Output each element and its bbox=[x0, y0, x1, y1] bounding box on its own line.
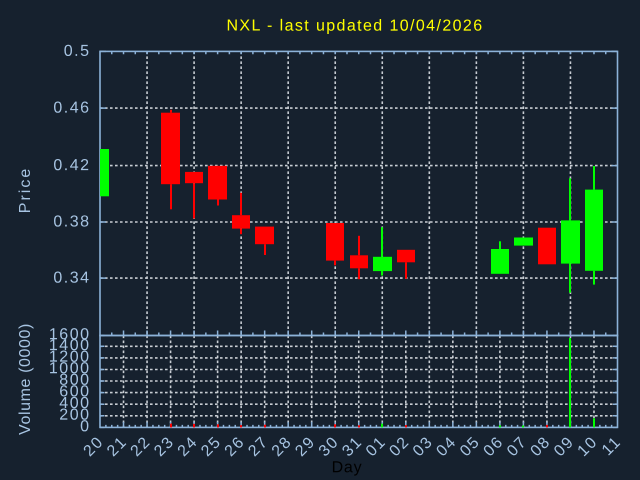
svg-text:NXL - last updated 10/04/2026: NXL - last updated 10/04/2026 bbox=[226, 18, 483, 35]
svg-text:0: 0 bbox=[80, 418, 90, 435]
svg-text:Volume (0000): Volume (0000) bbox=[17, 323, 34, 435]
svg-text:Day: Day bbox=[332, 459, 363, 476]
svg-text:600: 600 bbox=[59, 383, 90, 400]
svg-text:Price: Price bbox=[17, 167, 34, 213]
svg-text:200: 200 bbox=[59, 407, 90, 424]
svg-text:0.34: 0.34 bbox=[53, 270, 90, 287]
svg-text:0.46: 0.46 bbox=[53, 100, 90, 117]
svg-text:1400: 1400 bbox=[49, 337, 91, 354]
svg-text:0.5: 0.5 bbox=[64, 43, 91, 60]
svg-text:0.38: 0.38 bbox=[53, 213, 90, 230]
svg-text:400: 400 bbox=[59, 395, 90, 412]
svg-text:1200: 1200 bbox=[49, 349, 91, 366]
svg-text:1600: 1600 bbox=[49, 326, 91, 343]
svg-text:0.42: 0.42 bbox=[53, 157, 90, 174]
svg-text:1000: 1000 bbox=[49, 360, 91, 377]
svg-text:800: 800 bbox=[59, 372, 90, 389]
